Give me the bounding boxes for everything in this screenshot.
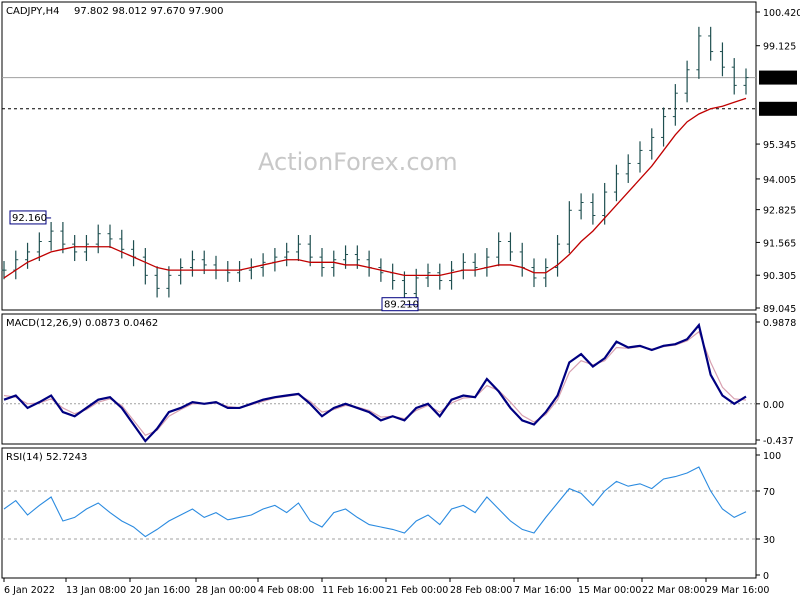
x-tick-label: 28 Jan 00:00	[196, 585, 256, 596]
rsi-panel	[1, 447, 757, 579]
price-tick-label: 89.045	[763, 304, 796, 315]
x-tick-label: 28 Feb 08:00	[450, 585, 512, 596]
rsi-tick-label: 100	[763, 451, 781, 462]
x-tick-label: 29 Mar 16:00	[706, 585, 769, 596]
price-tick-label: 95.345	[763, 140, 796, 151]
x-tick-label: 4 Feb 08:00	[258, 585, 314, 596]
price-tick-label: 91.565	[763, 238, 796, 249]
macd-tick-label: 0.00	[763, 400, 784, 411]
rsi-tick-label: 0	[763, 571, 769, 582]
x-tick-label: 6 Jan 2022	[4, 585, 55, 596]
x-tick-label: 13 Jan 08:00	[66, 585, 126, 596]
macd-tick-label: 0.9878	[763, 318, 796, 329]
price-panel	[1, 1, 757, 311]
price-tick-label: 99.125	[763, 42, 796, 53]
price-tick-label: 92.825	[763, 206, 796, 217]
rsi-series-layer	[2, 466, 756, 540]
annotation-label: 89.210	[384, 300, 419, 311]
macd-series-layer	[2, 322, 756, 443]
x-tick-label: 22 Mar 08:00	[642, 585, 705, 596]
price-tag-bg	[759, 101, 797, 116]
price-tick-label: 100.420	[763, 8, 800, 19]
price-tick-label: 94.005	[763, 175, 796, 186]
price-tag-bg	[759, 70, 797, 85]
rsi-title: RSI(14) 52.7243	[6, 452, 87, 463]
annotation-label: 92.160	[12, 213, 47, 224]
x-tick-label: 7 Mar 16:00	[514, 585, 571, 596]
price-tag-label: 97.900	[762, 74, 795, 85]
rsi-line	[3, 466, 747, 538]
macd-tick-label: -0.437	[763, 436, 794, 447]
macd-title: MACD(12,26,9) 0.0873 0.0462	[6, 318, 158, 329]
price-tag-label: 96.700	[762, 105, 795, 116]
macd-line	[3, 322, 747, 443]
macd-signal-line	[3, 330, 747, 437]
moving-average-line	[3, 97, 747, 279]
x-tick-label: 21 Feb 00:00	[386, 585, 448, 596]
x-tick-label: 11 Feb 16:00	[322, 585, 384, 596]
price-series-layer: 92.160 89.210	[1, 26, 756, 312]
chart-symbol: CADJPY,H4	[6, 6, 59, 17]
x-tick-label: 20 Jan 16:00	[130, 585, 190, 596]
watermark: ActionForex.com	[258, 148, 458, 176]
axis-layer: 100.420 99.125 97.900 96.700 95.345 94.005 92.…	[3, 8, 800, 596]
rsi-tick-label: 30	[763, 535, 775, 546]
chart-ohlc: 97.802 98.012 97.670 97.900	[74, 6, 224, 17]
x-tick-label: 15 Mar 00:00	[578, 585, 641, 596]
price-tick-label: 90.305	[763, 271, 796, 282]
rsi-tick-label: 70	[763, 487, 775, 498]
macd-panel	[1, 313, 757, 445]
